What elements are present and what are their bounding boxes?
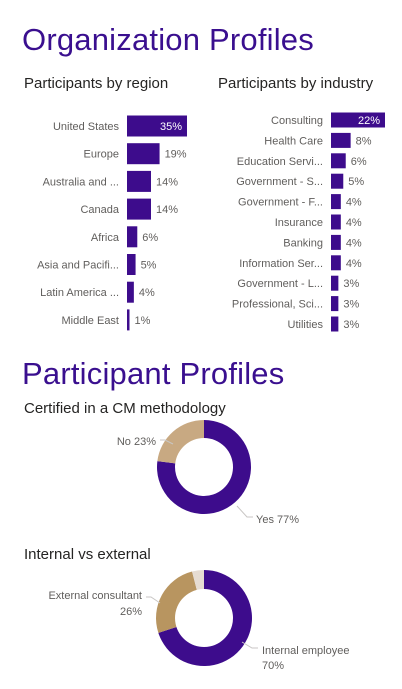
value-label: 1% xyxy=(135,315,151,327)
internal-external-chart-title: Internal vs external xyxy=(24,546,151,563)
value-label: 5% xyxy=(141,260,157,272)
bar xyxy=(331,153,346,169)
slice-label-external: External consultant xyxy=(48,590,142,602)
bar xyxy=(331,255,341,271)
category-label: Australia and ... xyxy=(43,176,119,188)
bar xyxy=(127,198,151,220)
bar xyxy=(331,296,339,312)
donut-slice xyxy=(157,420,204,464)
certified-donut-chart: Yes 77% No 23% xyxy=(117,420,299,526)
slice-label-external-value: 26% xyxy=(120,606,142,618)
bar xyxy=(127,115,187,137)
value-label: 22% xyxy=(358,115,380,127)
region-chart-title: Participants by region xyxy=(24,75,169,92)
category-label: Health Care xyxy=(264,135,323,147)
category-label: Canada xyxy=(80,204,119,216)
donut-slice xyxy=(158,570,253,666)
value-label: 4% xyxy=(346,237,362,249)
value-label: 35% xyxy=(160,121,182,133)
bar xyxy=(127,281,134,303)
bar xyxy=(331,316,339,332)
leader-line xyxy=(236,505,253,518)
value-label: 14% xyxy=(156,176,178,188)
bar xyxy=(127,170,151,192)
leader-line xyxy=(160,439,174,445)
category-label: Utilities xyxy=(288,319,324,331)
category-label: Government - S... xyxy=(236,176,323,188)
category-label: Europe xyxy=(84,149,119,161)
value-label: 3% xyxy=(343,278,359,290)
industry-chart-title: Participants by industry xyxy=(218,75,374,92)
category-label: United States xyxy=(53,121,120,133)
value-label: 19% xyxy=(165,149,187,161)
category-label: Banking xyxy=(283,237,323,249)
category-label: Latin America ... xyxy=(40,287,119,299)
category-label: Middle East xyxy=(62,315,119,327)
value-label: 4% xyxy=(139,287,155,299)
donut-slice xyxy=(192,570,204,590)
category-label: Africa xyxy=(91,232,120,244)
value-label: 6% xyxy=(142,232,158,244)
certified-chart-title: Certified in a CM methodology xyxy=(24,400,226,417)
value-label: 3% xyxy=(343,299,359,311)
industry-bar-chart: Consulting 22% Health Care 8% Education Serv… xyxy=(232,112,385,332)
slice-label-no: No 23% xyxy=(117,436,156,448)
value-label: 14% xyxy=(156,204,178,216)
value-label: 8% xyxy=(356,135,372,147)
bar xyxy=(127,143,160,165)
internal-external-donut-chart: Internal employee 70% External consultant 2… xyxy=(48,570,349,672)
category-label: Consulting xyxy=(271,115,323,127)
value-label: 4% xyxy=(346,258,362,270)
leader-line xyxy=(241,641,258,649)
donut-slice xyxy=(157,420,251,514)
leader-line xyxy=(146,596,161,604)
donut-slice xyxy=(156,571,197,633)
slice-label-yes: Yes 77% xyxy=(256,514,299,526)
category-label: Government - L... xyxy=(237,278,323,290)
bar xyxy=(331,132,351,148)
value-label: 5% xyxy=(348,176,364,188)
value-label: 4% xyxy=(346,197,362,209)
value-label: 3% xyxy=(343,319,359,331)
category-label: Insurance xyxy=(275,217,323,229)
bar xyxy=(331,275,339,291)
category-label: Professional, Sci... xyxy=(232,299,323,311)
bar xyxy=(331,214,341,230)
category-label: Education Servi... xyxy=(237,156,323,168)
bar xyxy=(127,254,136,275)
slice-label-internal: Internal employee xyxy=(262,645,349,657)
category-label: Information Ser... xyxy=(239,258,323,270)
bar xyxy=(127,226,138,248)
category-label: Asia and Pacifi... xyxy=(37,260,119,272)
bar xyxy=(127,309,130,331)
region-bar-chart: United States 35% Europe 19% Australia and .… xyxy=(37,115,187,331)
bar xyxy=(331,194,341,210)
value-label: 6% xyxy=(351,156,367,168)
participant-profiles-title: Participant Profiles xyxy=(22,356,285,391)
slice-label-internal-value: 70% xyxy=(262,660,284,672)
bar xyxy=(331,173,344,189)
organization-profiles-title: Organization Profiles xyxy=(22,22,314,57)
bar xyxy=(331,112,385,128)
category-label: Government - F... xyxy=(238,197,323,209)
bar xyxy=(331,234,341,250)
value-label: 4% xyxy=(346,217,362,229)
